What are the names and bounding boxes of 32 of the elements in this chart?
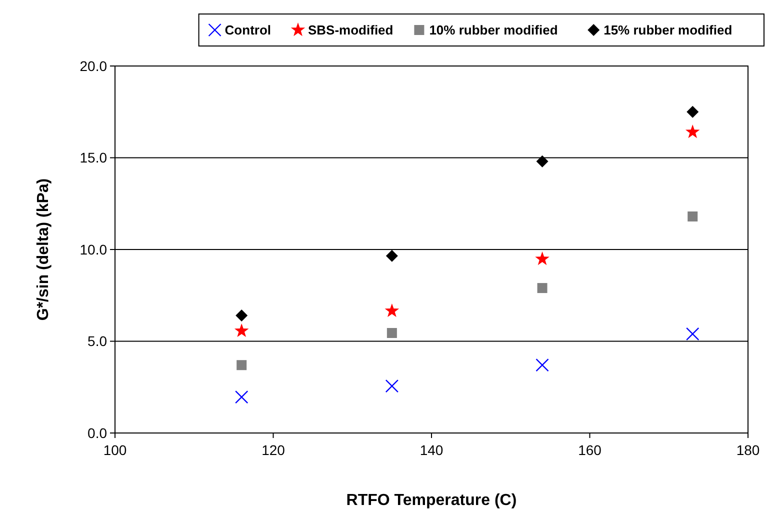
x-axis-title: RTFO Temperature (C) (346, 492, 517, 509)
point (236, 360, 247, 370)
legend-label: SBS-modified (308, 22, 394, 38)
y-tick-label: 15.0 (80, 150, 108, 166)
point (386, 250, 398, 262)
point (236, 310, 248, 322)
y-tick-label: 0.0 (88, 424, 108, 441)
point (688, 211, 698, 222)
x-tick-label: 140 (420, 442, 444, 458)
legend-label: 10% rubber modified (429, 22, 558, 38)
y-tick-label: 10.0 (80, 241, 108, 258)
y-axis-title: G*/sin (delta) (kPa) (35, 178, 52, 321)
point (537, 283, 548, 294)
point (536, 155, 548, 168)
legend-label: 15% rubber modified (604, 22, 732, 38)
point (536, 358, 549, 372)
point (384, 303, 400, 318)
point (535, 252, 550, 266)
x-tick-label: 160 (578, 442, 602, 458)
y-tick-label: 5.0 (88, 333, 108, 350)
x-tick-label: 100 (103, 442, 127, 458)
point (685, 124, 700, 138)
point (386, 328, 397, 338)
y-tick-label: 20.0 (80, 58, 108, 74)
point (385, 379, 399, 393)
point (235, 390, 248, 404)
x-tick-label: 180 (736, 442, 760, 458)
point (686, 327, 700, 341)
point (686, 106, 699, 118)
point (234, 323, 249, 338)
legend-label: Control (224, 22, 272, 38)
x-tick-label: 120 (262, 442, 286, 458)
